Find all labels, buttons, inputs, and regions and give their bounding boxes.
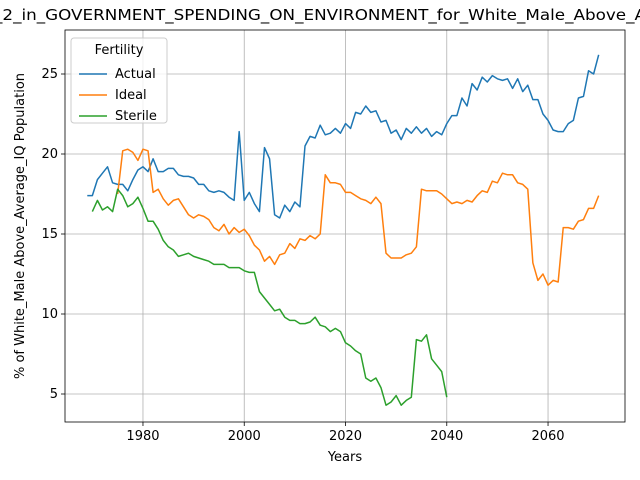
data-line: [91, 188, 448, 406]
legend-title: Fertility: [95, 43, 144, 58]
y-tick-label: 20: [41, 147, 58, 162]
y-axis-label: % of White_Male Above_Average_IQ Populat…: [13, 73, 28, 379]
x-tick-label: 1980: [126, 429, 159, 444]
legend-label: Ideal: [115, 88, 147, 103]
plot-frame: [64, 29, 626, 423]
legend-label: Actual: [115, 67, 156, 82]
x-tick-label: 2060: [531, 429, 564, 444]
data-line: [87, 54, 600, 219]
x-tick-label: 2040: [430, 429, 463, 444]
chart-title: _2_in_GOVERNMENT_SPENDING_ON_ENVIRONMENT…: [0, 6, 640, 25]
y-tick-label: 25: [41, 67, 58, 82]
legend-box: [70, 37, 168, 124]
y-tick-label: 10: [41, 307, 58, 322]
x-tick-label: 2000: [228, 429, 261, 444]
legend: Fertility Actual Ideal Sterile: [70, 37, 168, 124]
legend-label: Sterile: [115, 109, 157, 124]
y-tick-label: 5: [50, 387, 58, 402]
y-tick-label: 15: [41, 227, 58, 242]
data-line: [116, 148, 600, 286]
x-axis-label: Years: [327, 450, 363, 465]
x-tick-label: 2020: [329, 429, 362, 444]
